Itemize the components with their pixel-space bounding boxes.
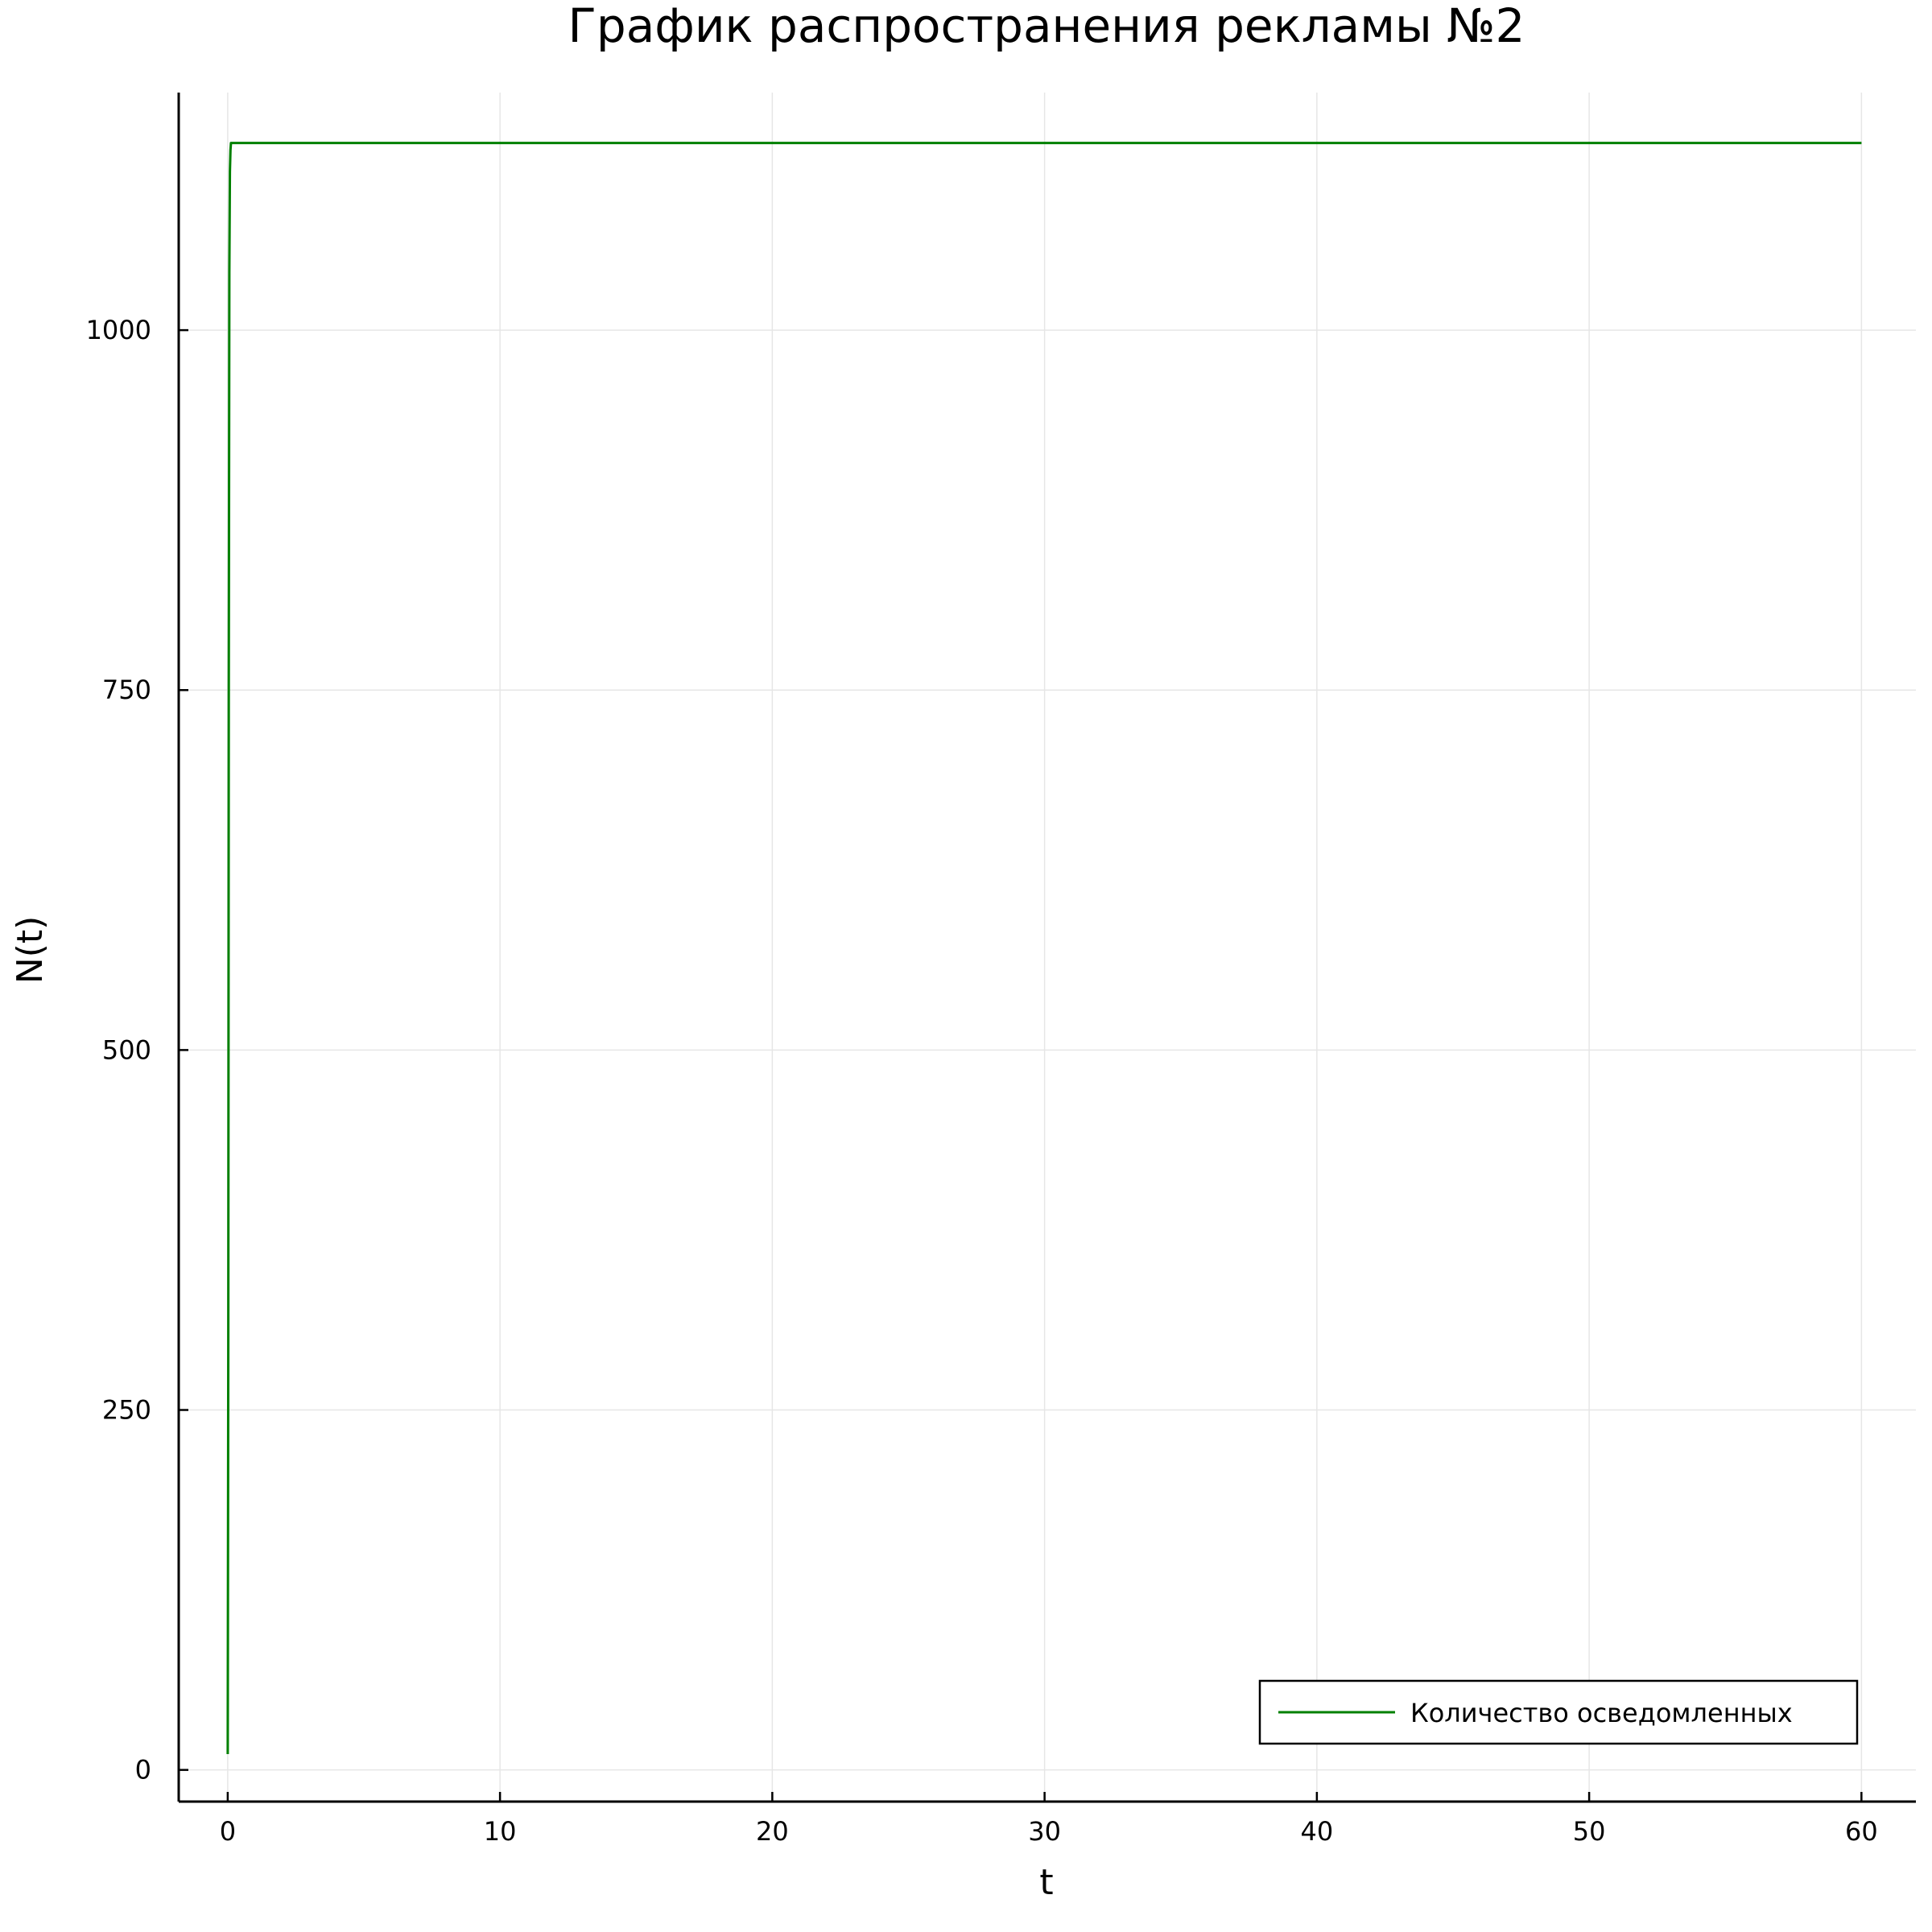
y-tick-label: 250 <box>102 1395 151 1426</box>
x-tick-label: 10 <box>484 1816 517 1847</box>
legend-label: Количество осведомленных <box>1410 1698 1793 1728</box>
x-tick-label: 40 <box>1301 1816 1334 1847</box>
x-tick-label: 30 <box>1028 1816 1061 1847</box>
series-line-0 <box>226 142 1862 1755</box>
y-tick-label: 1000 <box>86 315 151 345</box>
x-tick-label: 50 <box>1573 1816 1606 1847</box>
y-tick-label: 750 <box>102 675 151 705</box>
x-tick-label: 60 <box>1845 1816 1878 1847</box>
legend: Количество осведомленных <box>1258 1679 1859 1745</box>
grid-lines <box>179 93 1916 1802</box>
series-lines <box>226 142 1862 1755</box>
tick-marks: 0 10 20 30 40 50 60 0 250 500 750 1000 <box>86 315 1878 1847</box>
x-tick-label: 0 <box>220 1816 236 1847</box>
x-tick-label: 20 <box>756 1816 789 1847</box>
x-axis-label: t <box>1039 1862 1053 1903</box>
y-tick-label: 0 <box>135 1755 151 1785</box>
chart-title: График распространения рекламы №2 <box>568 0 1525 53</box>
y-axis-label: N(t) <box>10 916 51 985</box>
axes <box>177 93 1916 1803</box>
y-tick-label: 500 <box>102 1034 151 1065</box>
